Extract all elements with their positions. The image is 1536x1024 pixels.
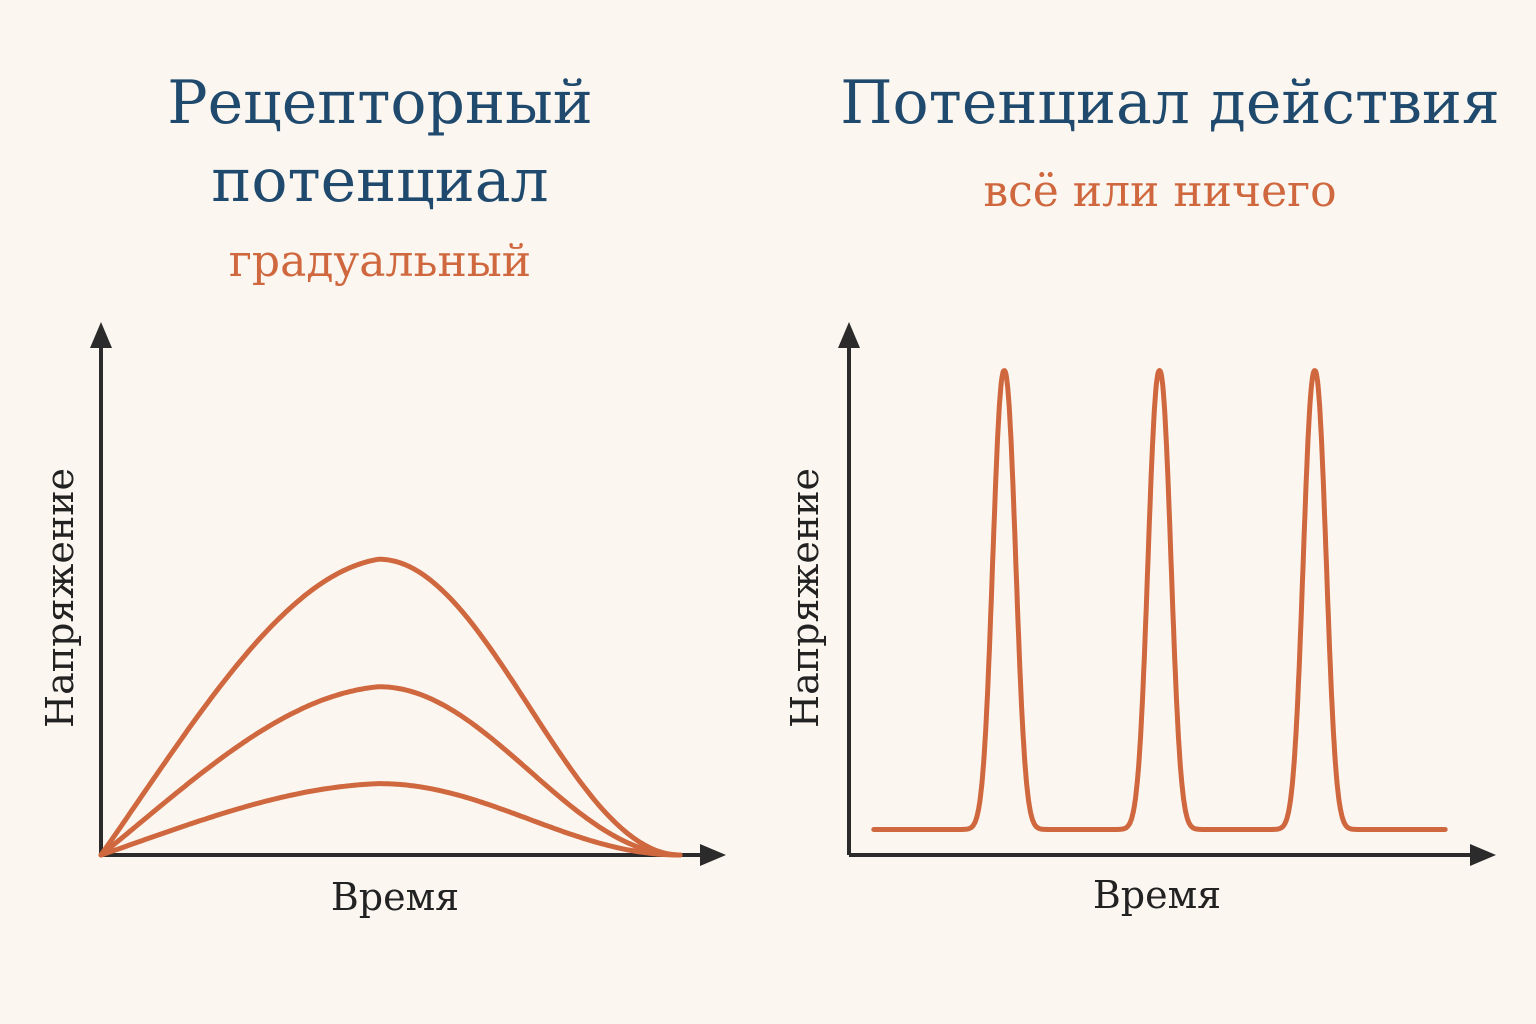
right-chart: Время Напряжение	[783, 322, 1496, 917]
action-potential-subtitle: всё или ничего	[983, 166, 1337, 217]
right-x-axis-label: Время	[1093, 873, 1221, 917]
left-chart: Время Напряжение	[38, 322, 726, 919]
right-y-axis-arrow	[838, 322, 860, 348]
right-x-axis-arrow	[1470, 844, 1496, 866]
receptor-potential-curve	[98, 781, 683, 858]
action-potential-title: Потенциал действия	[840, 68, 1500, 138]
left-curves	[98, 556, 683, 858]
left-x-axis-label: Время	[331, 875, 459, 919]
right-curves	[871, 368, 1448, 832]
receptor-potential-title-line1: Рецепторный	[167, 68, 593, 138]
left-y-axis-label: Напряжение	[38, 468, 82, 728]
action-potential-curve	[871, 368, 1448, 832]
left-y-axis-arrow	[90, 322, 112, 348]
right-y-axis-label: Напряжение	[783, 468, 827, 728]
receptor-potential-title: Рецепторный потенциал	[120, 64, 640, 220]
left-x-axis-arrow	[700, 844, 726, 866]
receptor-potential-title-line2: потенциал	[211, 146, 549, 216]
receptor-potential-curve	[98, 556, 683, 858]
receptor-potential-curve	[98, 684, 683, 858]
receptor-potential-subtitle: градуальный	[228, 236, 532, 287]
